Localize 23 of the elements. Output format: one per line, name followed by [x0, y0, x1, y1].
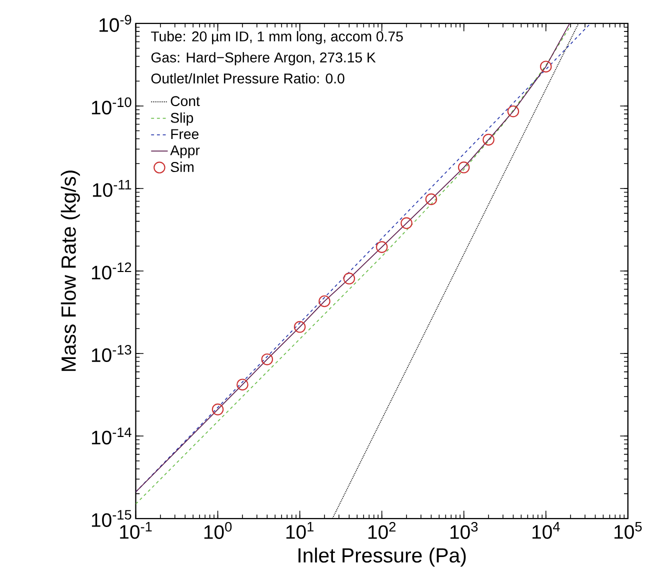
x-tick-label: 10$^{1}$	[286, 522, 314, 539]
legend-label: Cont	[170, 96, 200, 106]
x-axis-title: Inlet Pressure (Pa)	[298, 548, 466, 567]
y-tick-label: 10$^{-12}$	[92, 262, 132, 280]
x-tick-label: 10$^{4}$	[532, 522, 560, 539]
annotation: Gas: Hard−Sphere Argon, 273.15 K	[151, 52, 376, 66]
y-tick-label: 10$^{-14}$	[92, 428, 132, 444]
y-tick-label: 10$^{-11}$	[92, 180, 132, 197]
y-axis-title: Mass Flow Rate (kg/s)	[60, 170, 80, 371]
x-tick-label: 10$^{3}$	[450, 522, 478, 540]
x-tick-label: 10$^{5}$	[614, 522, 642, 539]
y-tick-label: 10$^{-13}$	[92, 345, 132, 362]
annotation: Tube: 20 µm ID, 1 mm long, accom 0.75	[151, 31, 403, 44]
annotation: Outlet/Inlet Pressure Ratio: 0.0	[151, 73, 344, 84]
y-tick-label: 10$^{-9}$	[100, 14, 132, 32]
legend-label: Slip	[170, 112, 194, 126]
x-tick-label: 10$^{0}$	[204, 522, 232, 540]
x-tick-label: 10$^{2}$	[368, 522, 396, 540]
y-tick-label: 10$^{-10}$	[92, 97, 132, 114]
legend-label: Free	[171, 129, 199, 140]
legend-label: Sim	[170, 162, 194, 172]
x-tick-label: 10$^{-1}$	[120, 522, 152, 539]
legend-label: Appr	[170, 145, 200, 158]
